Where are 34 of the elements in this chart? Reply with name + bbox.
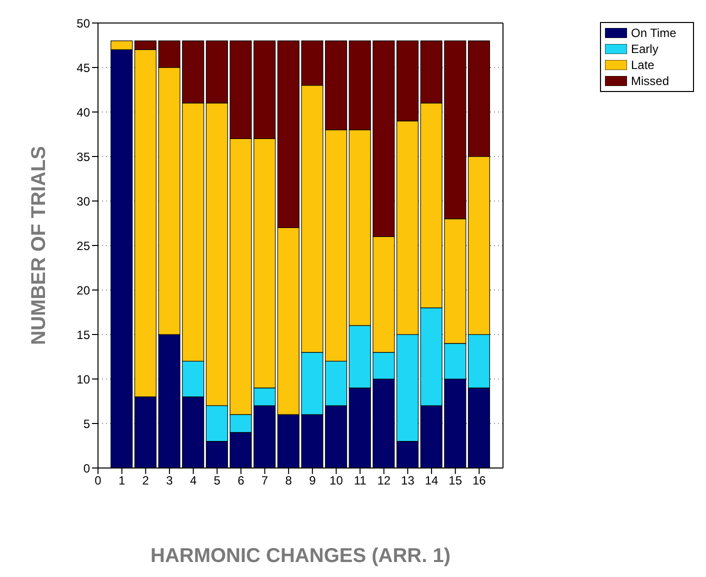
x-tick-label: 6 xyxy=(238,474,245,488)
x-tick-label: 11 xyxy=(354,474,367,488)
x-tick-label: 0 xyxy=(94,474,102,488)
x-axis-title: HARMONIC CHANGES (ARR. 1) xyxy=(150,545,450,568)
x-tick-label: 2 xyxy=(142,474,150,488)
y-axis-title: NUMBER OF TRIALS xyxy=(28,146,50,345)
x-tick-label: 15 xyxy=(448,474,462,488)
y-tick-label: 35 xyxy=(76,150,90,164)
y-tick-label: 25 xyxy=(76,238,90,253)
legend-label: Missed xyxy=(631,73,670,89)
x-tick-label: 10 xyxy=(330,474,344,488)
y-tick-label: 0 xyxy=(83,461,90,476)
y-tick-label: 40 xyxy=(76,105,90,120)
x-tick-label: 4 xyxy=(190,474,197,488)
y-tick-label: 30 xyxy=(76,194,90,208)
legend-label: Late xyxy=(631,57,654,73)
y-tick-label: 50 xyxy=(76,16,90,30)
x-tick-label: 3 xyxy=(166,474,174,488)
x-tick-label: 8 xyxy=(285,474,292,488)
x-tick-label: 7 xyxy=(261,474,268,488)
y-tick-label: 5 xyxy=(83,416,90,431)
y-tick-label: 10 xyxy=(76,372,90,386)
x-tick-label: 12 xyxy=(377,474,391,488)
x-tick-label: 5 xyxy=(214,474,221,488)
x-tick-label: 16 xyxy=(472,474,486,488)
y-tick-label: 45 xyxy=(76,60,90,75)
x-tick-label: 14 xyxy=(424,474,439,488)
x-tick-label: 9 xyxy=(309,474,316,488)
y-tick-label: 20 xyxy=(76,283,90,298)
legend-label: On Time xyxy=(631,25,676,41)
legend-label: Early xyxy=(631,41,658,57)
x-tick-label: 1 xyxy=(118,474,126,488)
x-tick-label: 13 xyxy=(401,474,415,488)
y-tick-label: 15 xyxy=(76,328,90,342)
